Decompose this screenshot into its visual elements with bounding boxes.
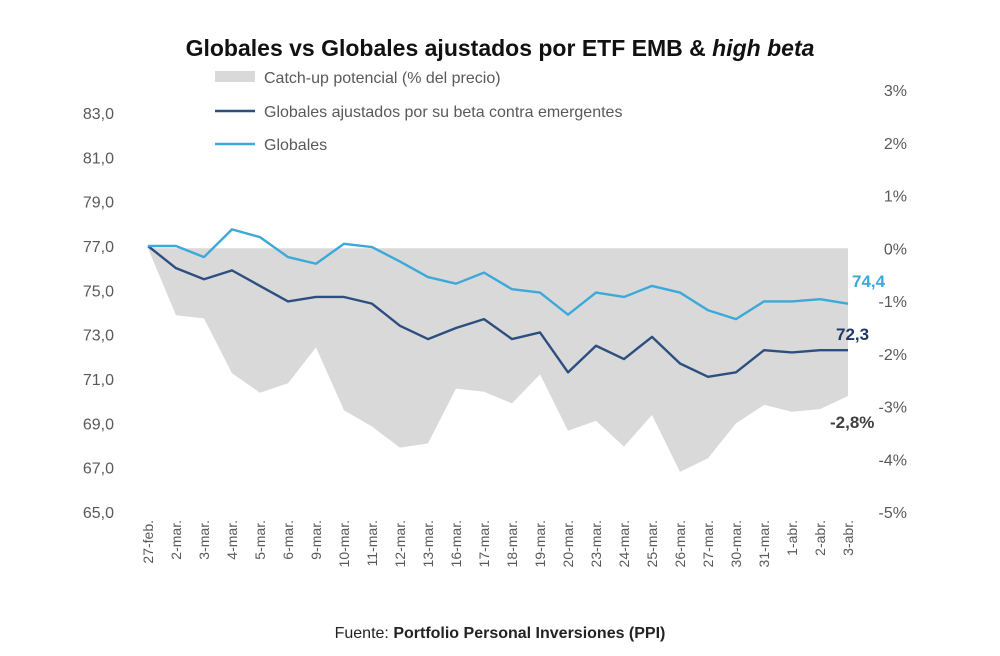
x-tick-label: 25-mar. — [644, 520, 660, 567]
legend-label-adjusted: Globales ajustados por su beta contra em… — [264, 104, 622, 121]
y-left-tick-label: 81,0 — [83, 150, 114, 167]
x-tick-label: 4-mar. — [224, 520, 240, 560]
x-tick-label: 31-mar. — [756, 520, 772, 567]
x-tick-label: 23-mar. — [588, 520, 604, 567]
adjusted-line — [147, 245, 848, 378]
y-right-tick-label: -3% — [879, 400, 907, 417]
x-tick-label: 27-feb. — [140, 520, 156, 564]
legend-swatch-catch-up — [215, 71, 255, 82]
y-left-tick-label: 77,0 — [83, 239, 114, 256]
globales-line — [148, 228, 849, 321]
x-tick-label: 18-mar. — [504, 520, 520, 567]
y-right-tick-label: -1% — [879, 294, 907, 311]
y-right-tick-label: 3% — [884, 83, 907, 100]
data-labels: 74,4 72,3 -2,8% — [830, 272, 886, 432]
y-left-tick-label: 73,0 — [83, 328, 114, 345]
x-tick-label: 13-mar. — [420, 520, 436, 567]
chart-title: Globales vs Globales ajustados por ETF E… — [186, 35, 815, 61]
x-tick-label: 17-mar. — [476, 520, 492, 567]
y-left-tick-label: 75,0 — [83, 283, 114, 300]
y-right-tick-label: -4% — [879, 452, 907, 469]
x-tick-label: 16-mar. — [448, 520, 464, 567]
x-tick-label: 12-mar. — [392, 520, 408, 567]
x-tick-label: 10-mar. — [336, 520, 352, 567]
x-tick-label: 5-mar. — [252, 520, 268, 560]
x-tick-label: 30-mar. — [728, 520, 744, 567]
data-label: 74,4 — [852, 272, 886, 291]
legend-label-globales: Globales — [264, 137, 327, 154]
data-label: 72,3 — [836, 325, 869, 344]
x-tick-label: 26-mar. — [672, 520, 688, 567]
x-axis: 27-feb. 2-mar. 3-mar. 4-mar. 5-mar. 6-mar. 9-m… — [140, 520, 856, 567]
catch-up-area-shape — [148, 248, 848, 472]
x-tick-label: 2-mar. — [168, 520, 184, 560]
legend-label-catch-up: Catch-up potencial (% del precio) — [264, 70, 501, 87]
y-left-tick-label: 67,0 — [83, 461, 114, 478]
x-tick-label: 1-abr. — [784, 520, 800, 556]
y-right-tick-label: 0% — [884, 241, 907, 258]
y-left-tick-label: 71,0 — [83, 372, 114, 389]
y-right-tick-label: -2% — [879, 347, 907, 364]
data-label: -2,8% — [830, 413, 874, 432]
x-tick-label: 27-mar. — [700, 520, 716, 567]
y-left-tick-label: 79,0 — [83, 195, 114, 212]
y-left-tick-label: 69,0 — [83, 416, 114, 433]
y-right-tick-label: 1% — [884, 189, 907, 206]
x-tick-label: 3-abr. — [840, 520, 856, 556]
source-note: Fuente: Portfolio Personal Inversiones (… — [335, 625, 666, 642]
x-tick-label: 2-abr. — [812, 520, 828, 556]
legend: Catch-up potencial (% del precio) Globale… — [215, 70, 622, 154]
y-left-tick-label: 65,0 — [83, 505, 114, 522]
x-tick-label: 6-mar. — [280, 520, 296, 560]
x-tick-label: 24-mar. — [616, 520, 632, 567]
catch-up-area — [148, 248, 848, 472]
x-tick-label: 20-mar. — [560, 520, 576, 567]
x-tick-label: 3-mar. — [196, 520, 212, 560]
y-left-tick-label: 83,0 — [83, 106, 114, 123]
y-axis-left: 65,0 67,0 69,0 71,0 73,0 75,0 77,0 79,0 81,0 83,0 — [83, 106, 114, 522]
y-axis-right: -5% -4% -3% -2% -1% 0% 1% 2% 3% — [879, 83, 907, 522]
y-right-tick-label: 2% — [884, 136, 907, 153]
x-tick-label: 19-mar. — [532, 520, 548, 567]
y-right-tick-label: -5% — [879, 505, 907, 522]
series-lines — [147, 228, 849, 378]
x-tick-label: 11-mar. — [364, 520, 380, 566]
x-tick-label: 9-mar. — [308, 520, 324, 560]
